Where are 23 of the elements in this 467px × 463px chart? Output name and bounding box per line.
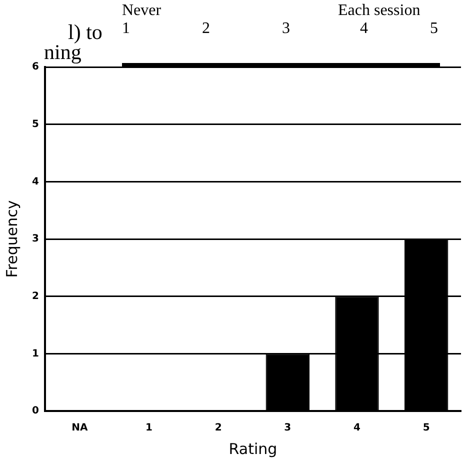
x-tick-label: 3 xyxy=(284,422,292,434)
y-tick-label: 2 xyxy=(32,290,39,302)
y-tick-label: 1 xyxy=(32,348,39,360)
text: 3 xyxy=(282,20,290,38)
text: Each session xyxy=(338,2,420,20)
x-tick-label: NA xyxy=(72,422,88,434)
y-tick-label: 6 xyxy=(32,62,39,73)
y-tick-label: 4 xyxy=(32,176,39,188)
text: 1 xyxy=(122,20,130,38)
x-tick-label: 1 xyxy=(145,422,152,434)
x-axis-title: Rating xyxy=(228,440,278,458)
y-tick-label: 5 xyxy=(32,118,39,130)
text: 4 xyxy=(360,20,368,38)
x-tick-label: 5 xyxy=(422,422,430,434)
text: 2 xyxy=(202,20,210,38)
y-tick-label: 3 xyxy=(32,234,39,245)
x-tick-label: 2 xyxy=(214,422,222,434)
text: Never xyxy=(122,2,162,20)
x-tick-label: 4 xyxy=(354,422,361,434)
text: 5 xyxy=(430,20,438,38)
y-tick-label: 0 xyxy=(32,406,39,417)
text: l) to xyxy=(68,20,102,45)
y-axis-title: Frequency xyxy=(2,200,21,278)
